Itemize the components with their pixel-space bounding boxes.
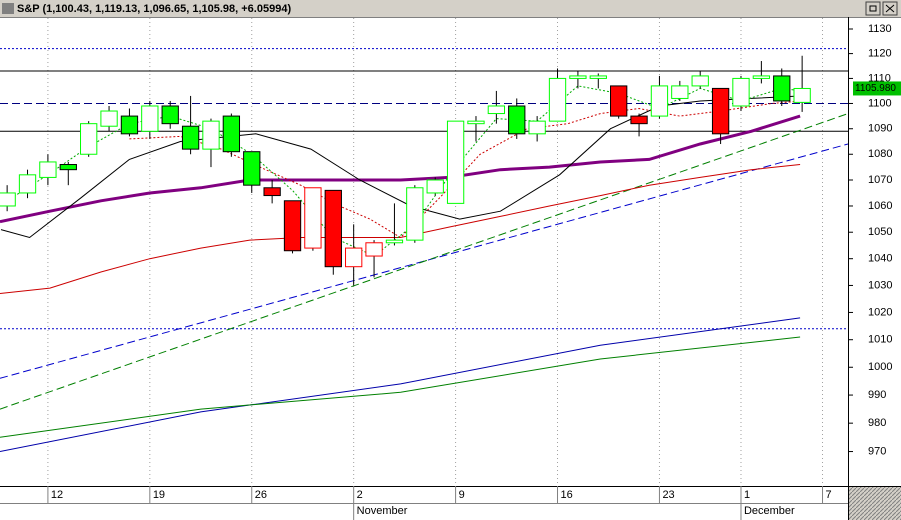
x-tick-label: 1 [744, 489, 750, 501]
candle-body [773, 75, 791, 102]
y-tick-label: 990 [868, 389, 886, 401]
candle-body [0, 192, 16, 207]
candle-body [141, 105, 159, 132]
candle-body [752, 75, 771, 79]
candle-body [181, 125, 200, 150]
candle-body [711, 87, 730, 135]
candle-body [589, 75, 607, 79]
month-label: December [744, 505, 795, 517]
restore-button[interactable] [865, 1, 881, 16]
last-price-box [853, 81, 901, 96]
candle-body [446, 120, 465, 204]
corner-box [849, 487, 901, 520]
candle-body [793, 87, 811, 103]
month-label: November [357, 505, 408, 517]
candle-body [222, 115, 241, 153]
y-tick-label: 1030 [868, 279, 892, 291]
x-tick-label: 7 [826, 489, 832, 501]
candle-body [243, 151, 261, 186]
indicator-line [0, 336, 801, 438]
candle-body [365, 242, 383, 257]
candle-body [345, 247, 363, 268]
candle-body [569, 75, 587, 79]
axes: 970 980 990 1000 1010 1020 1030 1040 1050 1060 107… [47, 23, 901, 520]
candle-body [406, 187, 424, 241]
y-tick-label: 1040 [868, 253, 892, 265]
candle-body [39, 161, 57, 178]
candle-body [610, 85, 628, 117]
x-tick-label: 19 [153, 489, 165, 501]
y-tick-label: 970 [868, 445, 886, 457]
candle-body [732, 77, 750, 107]
restore-icon [869, 5, 877, 12]
candle-body [283, 200, 302, 252]
candle-body [80, 123, 98, 155]
x-tick-label: 16 [561, 489, 573, 501]
y-tick-label: 980 [868, 417, 886, 429]
plot-area [0, 18, 848, 486]
candle-body [324, 189, 342, 268]
candle-body [548, 77, 567, 122]
candle-body [202, 120, 220, 150]
indicator-line [0, 114, 801, 224]
x-tick-label: 12 [51, 489, 63, 501]
x-tick-label: 2 [357, 489, 363, 501]
indicator-line [0, 164, 801, 294]
y-tick-label: 1110 [868, 72, 891, 84]
candle-body [487, 105, 506, 115]
y-tick-label: 1020 [868, 306, 892, 318]
indicator-line [0, 317, 801, 452]
candle-body [508, 105, 526, 135]
y-tick-label: 1070 [868, 174, 892, 186]
candle-body [650, 85, 669, 117]
candle-body [671, 85, 689, 99]
candle-body [120, 115, 139, 135]
y-tick-label: 1090 [868, 123, 892, 135]
plot-background [0, 17, 901, 520]
candle-body [691, 75, 709, 87]
candle-body [161, 105, 179, 125]
candle-body [528, 120, 546, 135]
y-tick-label: 1050 [868, 226, 892, 238]
candle-body [59, 164, 77, 171]
x-tick-label: 23 [662, 489, 674, 501]
title-bar [0, 0, 901, 17]
indicator-line [0, 113, 848, 410]
candle-body [426, 179, 444, 194]
candle-body [467, 120, 485, 125]
y-tick-label: 1120 [868, 48, 892, 60]
y-tick-label: 1010 [868, 334, 892, 346]
y-tick-label: 1100 [868, 97, 892, 109]
window-icon [2, 3, 14, 14]
y-tick-label: 1130 [868, 23, 892, 35]
candle-body [263, 187, 281, 197]
x-tick-label: 9 [459, 489, 465, 501]
candle-body [630, 115, 648, 125]
last-price-label: 1105.980 [855, 83, 896, 94]
x-tick-label: 26 [255, 489, 267, 501]
y-tick-label: 1060 [868, 200, 892, 212]
close-icon [885, 4, 895, 13]
candle-body [18, 174, 37, 194]
candle-body [304, 187, 322, 249]
candle-body [385, 239, 404, 244]
y-tick-label: 1080 [868, 148, 892, 160]
candle-body [100, 110, 118, 127]
y-tick-label: 1000 [868, 361, 892, 373]
chart-title: S&P (1,100.43, 1,119.13, 1,096.65, 1,105… [17, 3, 291, 15]
